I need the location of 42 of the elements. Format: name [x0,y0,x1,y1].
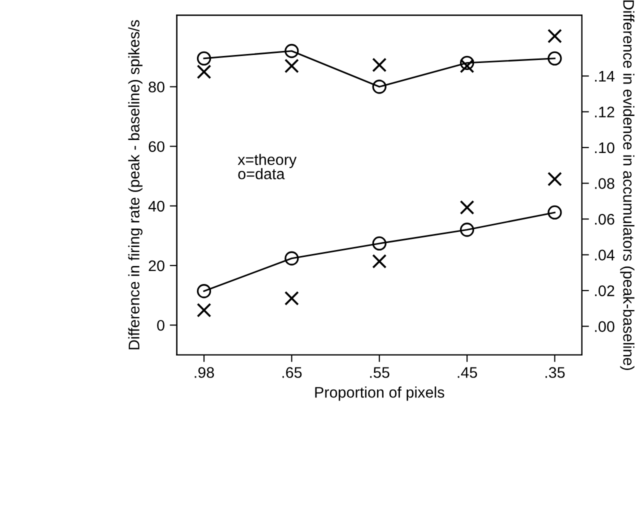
point [372,80,386,94]
y2-tick-label: .14 [595,71,615,82]
x-tick-label: .98 [194,367,214,378]
point [196,51,212,66]
point [284,44,299,58]
point [460,200,474,215]
x-tick-label: .45 [458,367,478,378]
y-tick-label: 40 [148,200,164,212]
point [548,51,562,66]
y-tick-label: 60 [148,141,164,152]
point [460,56,474,70]
y2-tick-label: .00 [595,321,614,332]
y-tick-label: 20 [148,260,164,272]
point [284,58,299,74]
point [548,172,562,186]
y-tick-label: 80 [148,82,164,92]
y2-tick-label: .10 [595,142,614,154]
point [548,205,562,220]
point [196,302,212,318]
point [196,284,212,298]
y2-axis-title: Difference in evidence in accumulators (peak-baseline) [620,0,634,370]
point [284,251,299,266]
point [372,58,387,72]
y2-tick-label: .12 [595,106,614,118]
point [460,58,474,74]
y-tick-label: 0 [157,320,164,331]
x-tick-label: .65 [282,367,302,378]
y2-tick-label: .08 [595,178,614,189]
point [196,64,212,80]
y2-tick-label: .04 [595,250,615,260]
point [548,28,562,44]
x-axis-title: Proportion of pixels [315,386,444,401]
y2-tick-label: .02 [595,285,614,296]
point [284,291,299,306]
annotation: x=theory o=data [238,154,297,180]
point [460,222,474,237]
x-tick-label: .55 [370,367,390,378]
x-tick-label: .35 [546,367,565,378]
point [372,254,387,269]
point [372,236,386,251]
y-axis-title: Difference in firing rate (peak - baseline) spikes/s [128,20,142,350]
y2-tick-label: .06 [595,214,614,225]
